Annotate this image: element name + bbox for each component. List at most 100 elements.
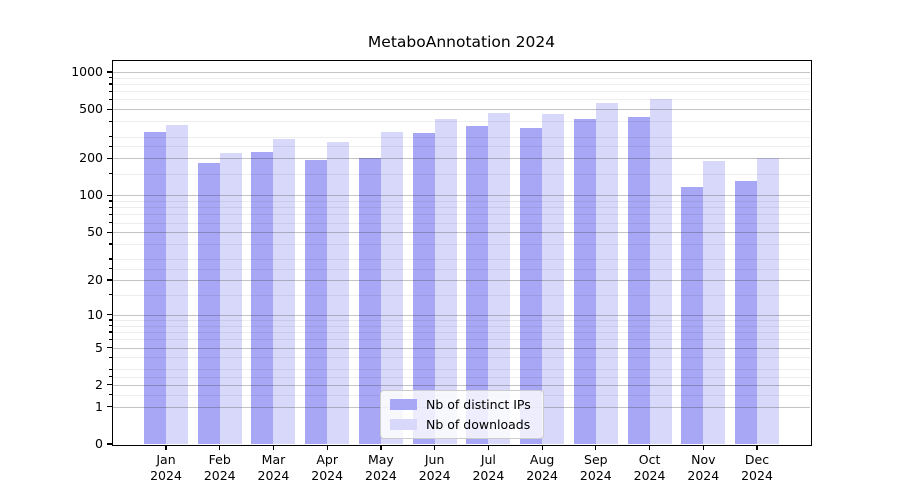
x-tick-mark	[380, 445, 382, 450]
x-tick-label: Jan 2024	[134, 452, 198, 483]
gridline-minor	[113, 201, 810, 203]
y-tick-label: 500	[79, 101, 103, 117]
y-minor-tick-mark	[109, 136, 112, 138]
y-tick-mark	[106, 346, 112, 349]
x-tick-label: Dec 2024	[725, 452, 789, 483]
gridline-major	[113, 71, 810, 73]
gridline-minor	[113, 121, 810, 123]
x-tick-month: Apr	[316, 452, 338, 467]
bar-distinct-ips-jun	[412, 133, 435, 444]
gridline-minor	[113, 332, 810, 334]
x-tick-mark	[595, 445, 597, 450]
x-tick-mark	[648, 445, 651, 450]
y-tick-label: 2	[95, 376, 103, 392]
x-tick-year: 2024	[687, 467, 720, 483]
x-tick-month: Jun	[424, 452, 445, 467]
gridline-major	[113, 347, 810, 349]
y-tick-mark	[106, 108, 112, 110]
y-minor-tick-mark	[109, 98, 112, 100]
gridline-major	[113, 280, 810, 282]
y-minor-tick-mark	[109, 331, 112, 333]
y-tick-label: 0	[95, 436, 103, 451]
gridline-minor	[113, 357, 810, 359]
x-tick-year: 2024	[257, 467, 290, 483]
bar-distinct-ips-jan	[144, 131, 166, 444]
x-tick-month: Aug	[529, 452, 555, 467]
bar-downloads-mar	[273, 139, 296, 444]
bar-distinct-ips-nov	[681, 187, 704, 444]
y-minor-tick-mark	[109, 325, 112, 327]
x-tick-year: 2024	[203, 467, 236, 483]
legend-label-distinct-ips: Nb of distinct IPs	[426, 397, 531, 412]
x-tick-mark	[702, 445, 704, 450]
x-tick-label: Feb 2024	[188, 452, 252, 483]
gridline-minor	[113, 325, 810, 327]
y-tick-mark	[106, 71, 112, 73]
legend-item-downloads: Nb of downloads	[390, 417, 531, 432]
x-tick-mark	[541, 445, 543, 450]
y-minor-tick-mark	[109, 243, 112, 245]
gridline-major	[113, 158, 810, 160]
y-tick-mark	[106, 279, 112, 281]
x-tick-mark	[219, 445, 221, 450]
gridline-minor	[113, 214, 810, 216]
gridline-major	[113, 384, 810, 386]
legend-label-downloads: Nb of downloads	[426, 417, 531, 432]
y-minor-tick-mark	[109, 200, 112, 202]
x-tick-mark	[434, 445, 436, 450]
y-tick-label: 50	[87, 224, 103, 240]
x-tick-label: Oct 2024	[618, 452, 682, 483]
gridline-minor	[113, 369, 810, 371]
gridline-minor	[113, 376, 810, 378]
x-tick-month: Mar	[261, 452, 286, 467]
bar-distinct-ips-apr	[305, 159, 328, 444]
x-tick-month: Dec	[744, 452, 770, 467]
y-tick-mark	[106, 314, 112, 316]
x-tick-month: Sep	[584, 452, 608, 467]
x-tick-month: Nov	[691, 452, 716, 467]
bar-distinct-ips-feb	[197, 162, 220, 444]
y-tick-mark	[106, 406, 112, 408]
x-tick-year: 2024	[526, 467, 559, 483]
legend-item-distinct-ips: Nb of distinct IPs	[390, 397, 531, 412]
x-tick-year: 2024	[311, 467, 344, 483]
y-tick-mark	[106, 157, 112, 159]
x-tick-mark	[272, 445, 275, 450]
y-tick-label: 10	[87, 306, 103, 322]
gridline-major	[113, 195, 810, 197]
gridline-minor	[113, 294, 810, 296]
bar-downloads-sep	[595, 103, 618, 444]
y-minor-tick-mark	[109, 213, 112, 216]
gridline-minor	[113, 259, 810, 261]
bar-distinct-ips-may	[358, 158, 381, 444]
y-minor-tick-mark	[109, 222, 112, 224]
x-tick-year: 2024	[418, 467, 451, 483]
gridline-minor	[113, 136, 810, 138]
y-minor-tick-mark	[109, 368, 112, 370]
x-tick-label: Mar 2024	[241, 452, 305, 483]
x-tick-mark	[326, 445, 328, 450]
x-tick-year: 2024	[472, 467, 505, 483]
y-tick-label: 20	[87, 272, 103, 288]
x-tick-month: Jan	[156, 452, 176, 467]
bar-downloads-oct	[649, 99, 672, 444]
y-tick-label: 1	[95, 398, 103, 414]
x-tick-label: Apr 2024	[295, 452, 359, 483]
y-tick-mark	[106, 384, 112, 386]
y-minor-tick-mark	[109, 145, 112, 148]
y-minor-tick-mark	[109, 394, 112, 396]
chart-title: MetaboAnnotation 2024	[367, 33, 556, 51]
bar-distinct-ips-mar	[251, 152, 274, 444]
y-minor-tick-mark	[109, 375, 112, 378]
x-tick-year: 2024	[150, 467, 182, 483]
gridline-minor	[113, 91, 810, 93]
bar-downloads-nov	[703, 161, 726, 444]
x-tick-month: May	[367, 452, 394, 467]
bar-downloads-feb	[219, 153, 242, 444]
bar-distinct-ips-sep	[573, 119, 596, 444]
y-minor-tick-mark	[109, 120, 112, 122]
x-tick-mark	[487, 445, 489, 450]
y-tick-label: 200	[79, 150, 103, 166]
y-tick-mark	[106, 231, 112, 233]
